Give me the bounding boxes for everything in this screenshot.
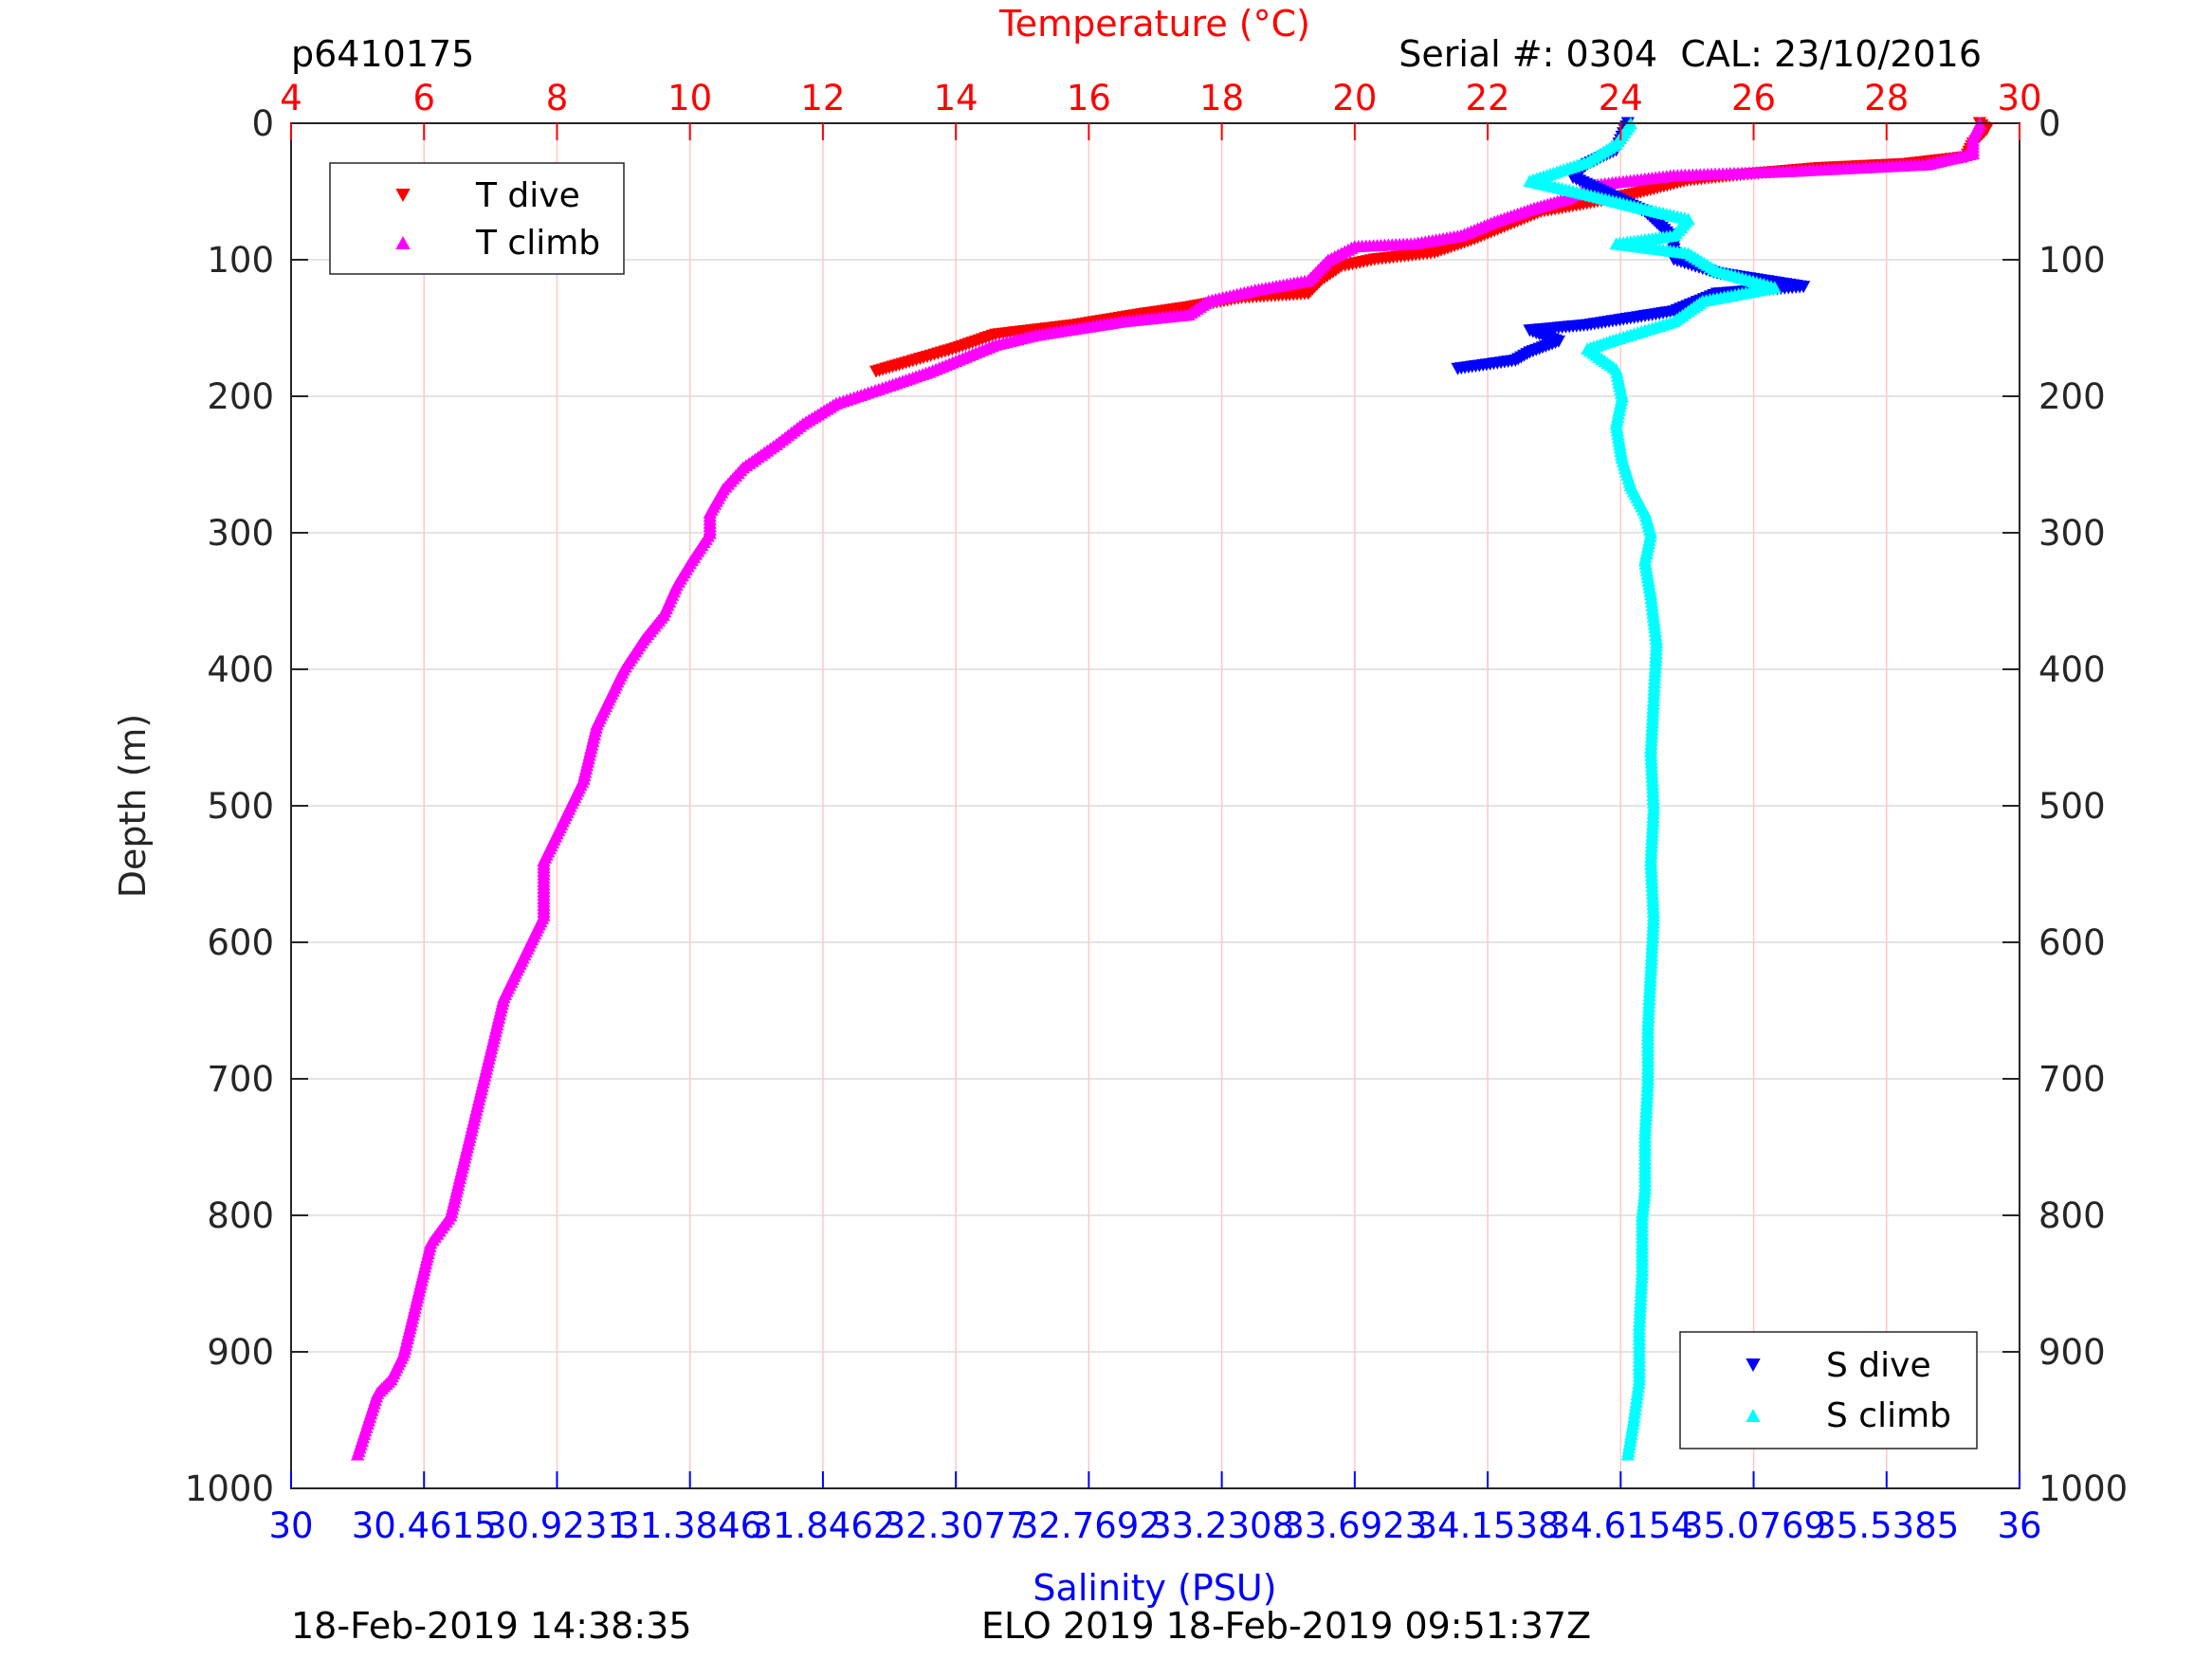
series-layer: [350, 117, 1994, 1461]
salinity-tick-label: 34.6154: [1548, 1505, 1693, 1546]
temperature-tick-label: 30: [1997, 78, 2041, 118]
footer-timestamp: 18-Feb-2019 14:38:35: [291, 1605, 692, 1647]
salinity-ticks: 30 30.461530.923131.384631.846232.307732.…: [268, 1471, 2042, 1546]
depth-ticks-left: 0 100 200 300 400 500 600 700 800 900 1000: [185, 103, 308, 1509]
legend-t-dive-marker: [395, 189, 411, 202]
depth-tick-label-right: 800: [2038, 1195, 2106, 1236]
legend-marker: [395, 236, 411, 249]
temperature-tick-label: 18: [1199, 78, 1244, 118]
legend-s-climb-label: S climb: [1826, 1396, 1951, 1435]
depth-tick-label-right: 700: [2038, 1059, 2106, 1100]
profile-id: p6410175: [291, 33, 474, 75]
series-s-climb: [1523, 117, 1782, 1461]
salinity-tick-label: 32.7692: [1016, 1505, 1161, 1546]
depth-tick-label-right: 300: [2038, 513, 2106, 554]
temperature-tick-label: 8: [546, 78, 569, 118]
depth-tick-label-right: 200: [2038, 376, 2106, 417]
temperature-tick-label: 10: [667, 78, 712, 118]
depth-tick-label-left: 100: [207, 240, 274, 281]
depth-tick-label-left: 300: [207, 513, 274, 554]
salinity-tick-label: 33.2308: [1149, 1505, 1294, 1546]
salinity-tick-label: 33.6923: [1282, 1505, 1427, 1546]
depth-tick-label-left: 800: [207, 1195, 274, 1236]
data-point-marker: [350, 1448, 365, 1461]
depth-tick-label-left: 400: [207, 649, 274, 690]
salinity-tick-label: 30.9231: [484, 1505, 630, 1546]
salinity-legend-box: [1679, 1331, 1978, 1449]
legend-marker: [395, 189, 411, 202]
temperature-tick-label: 28: [1864, 78, 1909, 118]
temperature-tick-label: 16: [1067, 78, 1111, 118]
data-point-marker: [1620, 1448, 1635, 1461]
depth-tick-label-right: 0: [2038, 103, 2061, 144]
temperature-tick-label: 24: [1599, 78, 1643, 118]
depth-tick-label-right: 1000: [2038, 1468, 2128, 1509]
depth-tick-label-left: 200: [207, 376, 274, 417]
salinity-tick-label: 30: [268, 1505, 313, 1546]
depth-tick-label-left: 600: [207, 922, 274, 963]
legend-marker: [1746, 1358, 1761, 1372]
salinity-tick-label: 30.4615: [352, 1505, 497, 1546]
legend-t-climb-label: T climb: [475, 224, 600, 263]
legend-t-dive-label: T dive: [475, 176, 580, 215]
salinity-tick-label: 32.3077: [884, 1505, 1029, 1546]
series-t-climb: [350, 117, 1987, 1461]
salinity-tick-label: 36: [1997, 1505, 2041, 1546]
temperature-tick-label: 14: [934, 78, 978, 118]
depth-tick-label-left: 900: [207, 1332, 274, 1373]
depth-axis-label: Depth (m): [112, 714, 154, 899]
depth-tick-label-right: 500: [2038, 786, 2106, 827]
depth-tick-label-left: 0: [251, 103, 274, 144]
temperature-tick-label: 26: [1731, 78, 1776, 118]
temperature-axis-label: Temperature (°C): [998, 3, 1310, 45]
temperature-tick-label: 6: [412, 78, 435, 118]
salinity-tick-label: 31.8462: [750, 1505, 895, 1546]
depth-tick-label-right: 100: [2038, 240, 2106, 281]
depth-tick-label-left: 700: [207, 1059, 274, 1100]
salinity-tick-label: 31.3846: [617, 1505, 762, 1546]
legend-s-climb-marker: [1746, 1409, 1761, 1422]
footer-mission-stamp: ELO 2019 18-Feb-2019 09:51:37Z: [981, 1605, 1591, 1647]
temperature-legend: T dive T climb: [329, 162, 625, 275]
temperature-ticks: 4 6 8 10 12 14 16 18 20 22 24 26 28 30: [280, 78, 2042, 140]
depth-tick-label-right: 400: [2038, 649, 2106, 690]
depth-tick-label-right: 900: [2038, 1332, 2106, 1373]
temperature-tick-label: 22: [1466, 78, 1510, 118]
legend-marker: [1746, 1409, 1761, 1422]
data-point-marker: [1451, 362, 1465, 375]
legend-s-dive-label: S dive: [1826, 1346, 1931, 1385]
salinity-tick-label: 35.5385: [1814, 1505, 1959, 1546]
legend-s-dive-marker: [1746, 1358, 1761, 1372]
depth-tick-label-right: 600: [2038, 922, 2106, 963]
temperature-legend-box: [329, 162, 625, 275]
depth-tick-label-left: 1000: [185, 1468, 274, 1509]
salinity-legend: S dive S climb: [1679, 1331, 1978, 1449]
serial-calibration: Serial #: 0304 CAL: 23/10/2016: [1398, 33, 1982, 75]
legend-t-climb-marker: [395, 236, 411, 249]
temperature-tick-label: 4: [280, 78, 302, 118]
salinity-tick-label: 35.0769: [1681, 1505, 1826, 1546]
data-point-marker: [868, 365, 884, 378]
salinity-tick-label: 34.1538: [1416, 1505, 1561, 1546]
temperature-tick-label: 12: [800, 78, 845, 118]
temperature-tick-label: 20: [1332, 78, 1377, 118]
salinity-axis-label: Salinity (PSU): [1033, 1567, 1276, 1609]
depth-ticks-right: 0 100 200 300 400 500 600 700 800 900 1000: [2002, 103, 2128, 1509]
depth-tick-label-left: 500: [207, 786, 274, 827]
